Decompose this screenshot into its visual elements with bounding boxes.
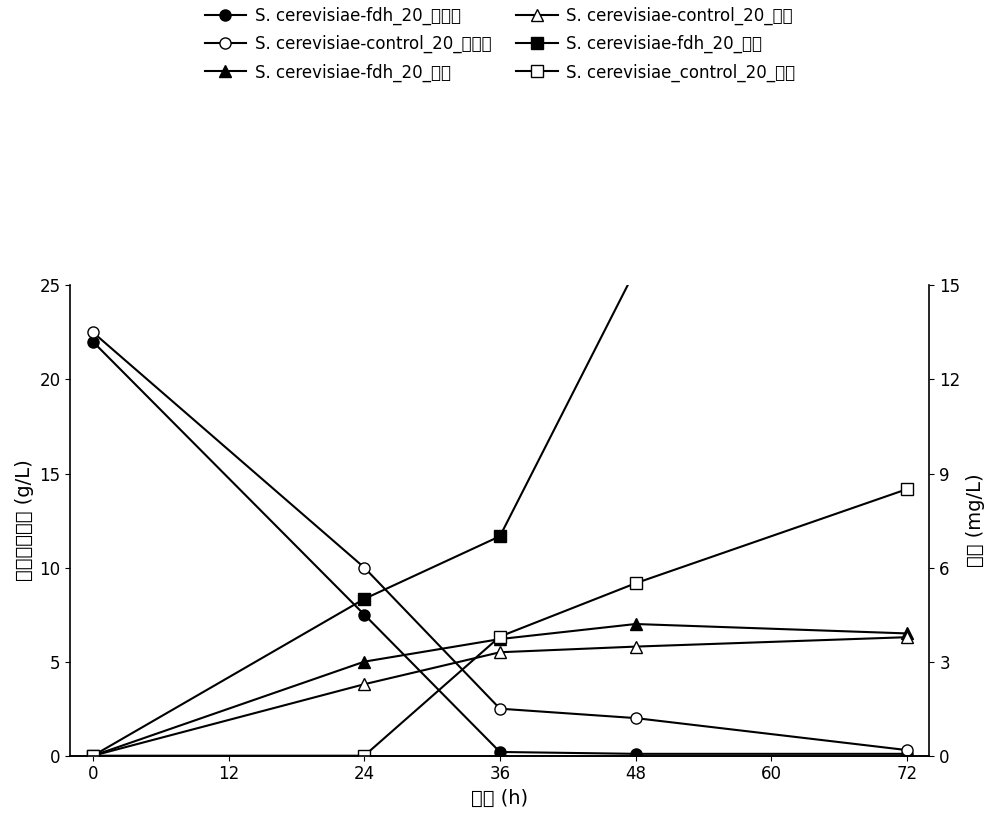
- S. cerevisiae-control_20_葡萄糖: [358, 563, 370, 573]
- S. cerevisiae_control_20_甲酸: [901, 484, 913, 494]
- S. cerevisiae-fdh_20_乙醇: [358, 657, 370, 667]
- S. cerevisiae-fdh_20_葡萄糖: [630, 749, 642, 759]
- X-axis label: 时间 (h): 时间 (h): [471, 789, 528, 808]
- S. cerevisiae-control_20_葡萄糖: [901, 745, 913, 755]
- Line: S. cerevisiae-fdh_20_乙醇: S. cerevisiae-fdh_20_乙醇: [87, 618, 912, 761]
- S. cerevisiae-fdh_20_乙醇: [87, 751, 99, 760]
- S. cerevisiae-control_20_乙醇: [901, 632, 913, 642]
- S. cerevisiae-fdh_20_乙醇: [901, 629, 913, 639]
- S. cerevisiae-control_20_乙醇: [358, 679, 370, 689]
- Line: S. cerevisiae-fdh_20_葡萄糖: S. cerevisiae-fdh_20_葡萄糖: [87, 337, 912, 760]
- Line: S. cerevisiae-fdh_20_甲酸: S. cerevisiae-fdh_20_甲酸: [87, 91, 912, 761]
- S. cerevisiae-control_20_乙醇: [87, 751, 99, 760]
- S. cerevisiae-fdh_20_甲酸: [87, 751, 99, 760]
- S. cerevisiae-fdh_20_乙醇: [494, 635, 506, 644]
- S. cerevisiae-control_20_葡萄糖: [494, 704, 506, 714]
- Line: S. cerevisiae-control_20_葡萄糖: S. cerevisiae-control_20_葡萄糖: [87, 327, 912, 756]
- S. cerevisiae-control_20_葡萄糖: [630, 714, 642, 723]
- S. cerevisiae_control_20_甲酸: [630, 579, 642, 588]
- Y-axis label: 甲酸 (mg/L): 甲酸 (mg/L): [966, 474, 985, 567]
- S. cerevisiae-fdh_20_葡萄糖: [901, 749, 913, 759]
- Line: S. cerevisiae_control_20_甲酸: S. cerevisiae_control_20_甲酸: [87, 484, 912, 761]
- S. cerevisiae-fdh_20_葡萄糖: [87, 337, 99, 346]
- S. cerevisiae-fdh_20_甲酸: [630, 265, 642, 275]
- S. cerevisiae-control_20_葡萄糖: [87, 328, 99, 337]
- S. cerevisiae-fdh_20_葡萄糖: [494, 747, 506, 757]
- Y-axis label: 葡萄糖及乙醇 (g/L): 葡萄糖及乙醇 (g/L): [15, 460, 34, 581]
- S. cerevisiae-fdh_20_甲酸: [494, 532, 506, 542]
- S. cerevisiae-fdh_20_乙醇: [630, 619, 642, 629]
- S. cerevisiae_control_20_甲酸: [358, 751, 370, 760]
- S. cerevisiae-control_20_乙醇: [630, 642, 642, 652]
- S. cerevisiae_control_20_甲酸: [87, 751, 99, 760]
- S. cerevisiae-fdh_20_葡萄糖: [358, 610, 370, 620]
- S. cerevisiae_control_20_甲酸: [494, 631, 506, 641]
- S. cerevisiae-control_20_乙醇: [494, 648, 506, 658]
- S. cerevisiae-fdh_20_甲酸: [358, 594, 370, 604]
- Legend: S. cerevisiae-fdh_20_葡萄糖, S. cerevisiae-control_20_葡萄糖, S. cerevisiae-fdh_20_乙醇,: S. cerevisiae-fdh_20_葡萄糖, S. cerevisiae-…: [198, 0, 802, 88]
- Line: S. cerevisiae-control_20_乙醇: S. cerevisiae-control_20_乙醇: [87, 631, 912, 761]
- S. cerevisiae-fdh_20_甲酸: [901, 92, 913, 102]
